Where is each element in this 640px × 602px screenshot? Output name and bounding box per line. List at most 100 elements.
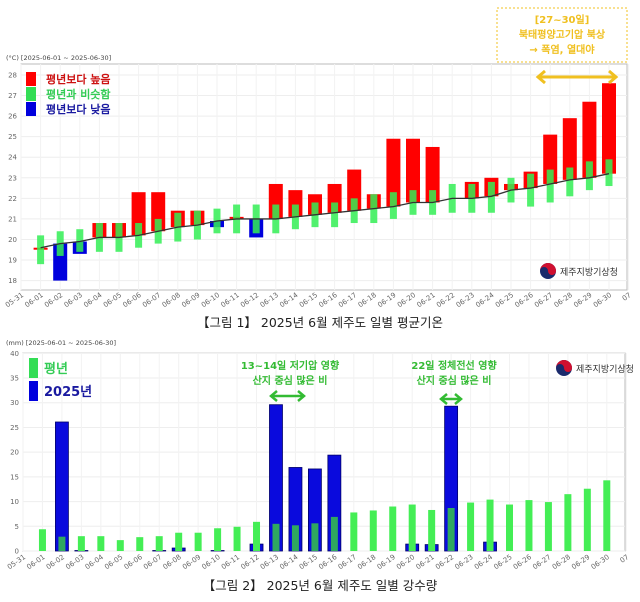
x-tick-label: 06-08 (161, 291, 182, 309)
x-tick-label: 06-11 (220, 553, 241, 571)
precip-normal-bar (194, 532, 202, 551)
normal-range-bar (487, 181, 495, 213)
x-tick-label: 06-17 (337, 553, 358, 571)
normal-range-bar (546, 169, 554, 203)
normal-range-bar (585, 161, 593, 191)
x-tick-label: 06-19 (376, 291, 397, 309)
normal-range-bar (331, 202, 339, 228)
kma-logo: 제주지방기상청 (540, 263, 618, 279)
legend-swatch (29, 381, 38, 401)
x-tick-label: 06-11 (219, 291, 240, 309)
y-tick-label: 40 (10, 350, 19, 358)
precip-normal-bar (603, 480, 611, 551)
double-arrow-icon (535, 69, 619, 85)
x-tick-label: 06-02 (45, 553, 66, 571)
precip-normal-bar (136, 537, 144, 551)
x-tick-label: 06-08 (162, 553, 183, 571)
y-tick-label: 24 (8, 154, 17, 162)
x-tick-label: 06-23 (453, 553, 474, 571)
x-tick-label: 06-30 (592, 291, 613, 309)
observed-bar (562, 118, 577, 180)
observed-bar (602, 83, 616, 174)
precip-normal-bar (38, 529, 46, 551)
normal-range-bar (605, 159, 613, 187)
x-tick-label: 06-29 (572, 291, 593, 309)
x-tick-label: 06-10 (200, 553, 221, 571)
x-tick-label: 06-20 (396, 291, 417, 309)
legend-label: 2025년 (44, 385, 92, 400)
precip-normal-bar (116, 540, 124, 551)
precip-normal-bar (408, 504, 416, 551)
x-tick-label: 06-28 (553, 291, 574, 309)
legend-swatch (26, 87, 36, 101)
precip-normal-bar (506, 504, 513, 551)
precip-normal-bar (486, 499, 494, 551)
x-tick-label: 06-12 (239, 291, 260, 309)
x-tick-label: 06-21 (415, 553, 436, 571)
x-tick-label: 06-15 (298, 291, 319, 309)
annotation-line: 산지 중심 많은 비 (253, 374, 328, 387)
double-arrow-icon (269, 390, 306, 402)
precip-normal-bar (447, 508, 455, 551)
legend-label: 평년보다 낮음 (46, 102, 111, 116)
y-tick-label: 22 (8, 195, 17, 203)
x-tick-label: 05-31 (4, 291, 25, 309)
y-tick-label: 26 (8, 113, 17, 121)
x-tick-label: 07 (619, 553, 631, 565)
x-tick-label: 06-10 (200, 291, 221, 309)
temp-unit-label: (°C) [2025-06-01 ~ 2025-06-30] (6, 54, 111, 62)
precipitation-chart: (mm) [2025-06-01 ~ 2025-06-30] 051015202… (6, 339, 634, 593)
x-tick-label: 06-18 (356, 553, 377, 571)
precip-normal-bar (253, 521, 261, 551)
legend-label: 평년 (44, 361, 68, 377)
x-tick-label: 06-09 (180, 291, 201, 309)
annotation-line: 산지 중심 많은 비 (417, 374, 492, 387)
precip-normal-bar (389, 506, 397, 551)
precip-normal-bar (58, 536, 66, 551)
y-tick-label: 28 (8, 72, 17, 80)
precip-normal-bar (330, 516, 338, 551)
x-tick-label: 06-27 (533, 291, 554, 309)
x-tick-label: 06-14 (278, 291, 300, 310)
normal-range-bar (389, 192, 397, 219)
observed-bar (406, 138, 420, 203)
precip-normal-bar (467, 502, 475, 551)
annotation-line: → 폭염, 열대야 (529, 43, 595, 56)
x-tick-label: 05-31 (6, 553, 27, 571)
x-tick-label: 07 (621, 291, 633, 303)
x-tick-label: 06-16 (317, 553, 339, 572)
precip-normal-bar (175, 532, 183, 551)
x-tick-label: 06-24 (474, 291, 496, 310)
x-tick-label: 06-27 (531, 553, 552, 571)
precip-normal-bar (291, 525, 299, 551)
x-tick-label: 06-03 (63, 291, 84, 309)
x-tick-label: 06-04 (84, 553, 106, 572)
normal-range-bar (37, 235, 45, 265)
precip-normal-bar (155, 536, 163, 551)
precip-normal-bar (272, 523, 280, 551)
x-tick-label: 06-09 (181, 553, 202, 571)
precip-normal-bar (525, 500, 533, 551)
precip-annotation-1: 13~14일 저기압 영향 산지 중심 많은 비 (241, 359, 340, 402)
precip-2025-bar (55, 421, 69, 552)
x-tick-label: 06-14 (278, 553, 300, 572)
x-tick-label: 06-13 (259, 553, 280, 571)
normal-range-bar (527, 173, 535, 207)
x-tick-label: 06-19 (376, 553, 397, 571)
precip-normal-bar (233, 526, 241, 551)
x-tick-label: 06-07 (142, 553, 163, 571)
y-tick-label: 10 (10, 498, 19, 506)
x-tick-label: 06-13 (259, 291, 280, 309)
annotation-line: 13~14일 저기압 영향 (241, 359, 340, 372)
x-tick-label: 06-06 (123, 553, 145, 572)
precip-unit-label: (mm) [2025-06-01 ~ 2025-06-30] (6, 339, 116, 347)
normal-range-bar (76, 229, 84, 252)
x-tick-label: 06-02 (43, 291, 64, 309)
normal-range-bar (566, 167, 574, 197)
x-tick-label: 06-17 (337, 291, 358, 309)
annotation-line: 22일 정체전선 영향 (411, 359, 497, 372)
legend-swatch (29, 358, 38, 378)
x-tick-label: 06-12 (239, 553, 260, 571)
